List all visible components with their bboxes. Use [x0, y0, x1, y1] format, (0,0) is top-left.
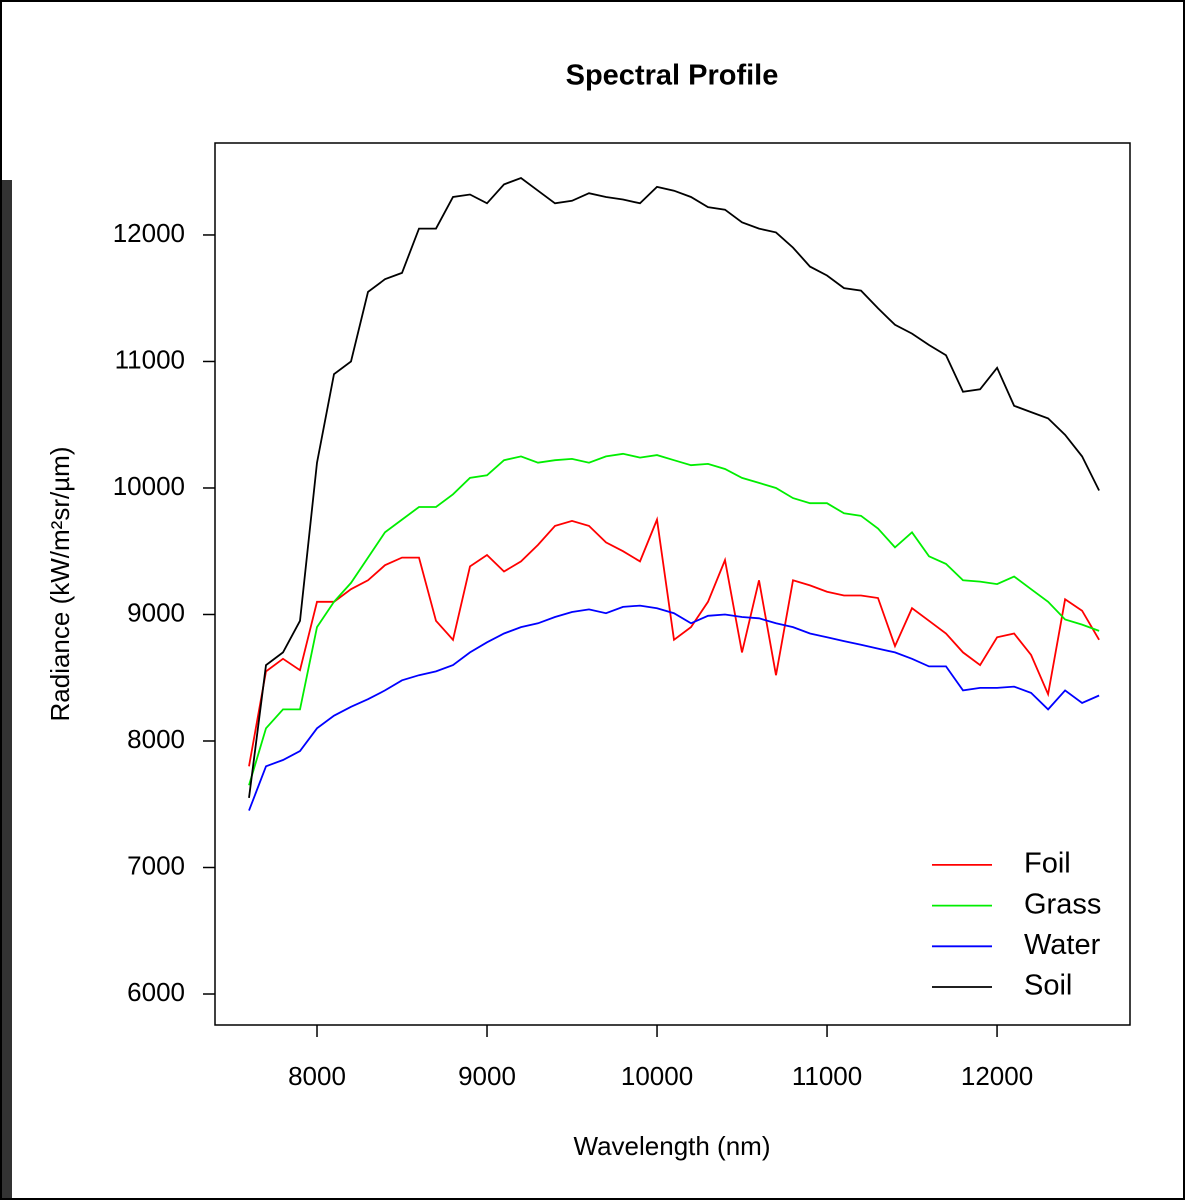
side-strip [0, 180, 12, 1200]
x-tick-label: 12000 [961, 1061, 1033, 1091]
series-line [248, 452, 1100, 786]
y-tick-label: 12000 [113, 218, 185, 248]
plot-box [214, 142, 1131, 1026]
y-tick-label: 6000 [127, 977, 185, 1007]
y-tick-label: 10000 [113, 471, 185, 501]
chart-title: Spectral Profile [566, 60, 779, 92]
y-axis-label: Radiance (kW/m²sr/µm) [45, 447, 75, 722]
x-tick-label: 10000 [621, 1061, 693, 1091]
x-axis-label: Wavelength (nm) [574, 1131, 771, 1161]
x-tick-label: 8000 [288, 1061, 346, 1091]
series-line [248, 176, 1100, 799]
y-tick-label: 8000 [127, 724, 185, 754]
legend-label: Water [1024, 929, 1101, 961]
series-line [248, 516, 1100, 767]
x-tick-label: 9000 [458, 1061, 516, 1091]
legend-label: Grass [1024, 888, 1101, 920]
y-tick-label: 9000 [127, 597, 185, 627]
y-tick-label: 7000 [127, 850, 185, 880]
y-tick-label: 11000 [115, 344, 185, 374]
x-tick-label: 11000 [792, 1061, 862, 1091]
legend-label: Foil [1024, 848, 1071, 880]
legend-label: Soil [1024, 970, 1072, 1002]
series-line [248, 604, 1100, 811]
